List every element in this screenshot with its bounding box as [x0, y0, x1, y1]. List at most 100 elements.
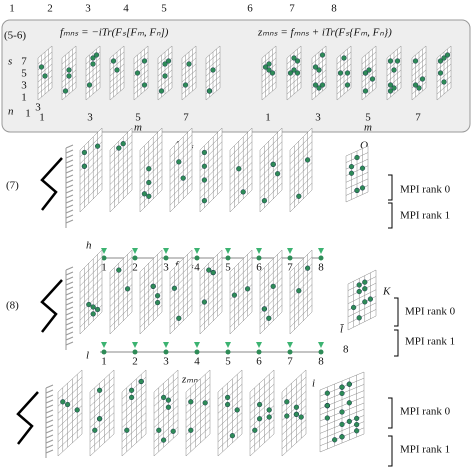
grid-line	[169, 291, 193, 314]
dot	[339, 434, 345, 440]
dot	[129, 394, 135, 401]
dot	[324, 403, 330, 409]
grid-line	[217, 412, 243, 435]
dot	[348, 170, 355, 176]
grid-line	[79, 256, 103, 280]
equation: zₘₙₛ = fₘₙₛ + iTr(Fₛ{Fₘ, Fₙ})	[257, 27, 392, 39]
axis-node	[163, 349, 169, 355]
grid-line	[229, 291, 253, 314]
grid-line	[121, 384, 147, 407]
comb-tick	[65, 311, 74, 316]
axis-node	[256, 349, 262, 355]
grid-line	[109, 148, 133, 171]
dot	[201, 299, 208, 305]
axis-label: s	[8, 56, 12, 68]
dot	[270, 283, 276, 289]
bracket	[388, 174, 393, 201]
grid-slice	[61, 45, 77, 101]
grid-line	[347, 302, 377, 318]
grid-line	[57, 412, 83, 435]
arrow	[318, 342, 324, 348]
grid-line	[361, 69, 377, 83]
grid-line	[311, 69, 327, 83]
dot	[64, 401, 71, 408]
grid-slice	[133, 45, 149, 101]
grid-line	[139, 304, 163, 328]
grid-line	[411, 69, 427, 83]
dot	[129, 387, 135, 393]
comb-tick	[45, 444, 54, 449]
grid-line	[217, 384, 243, 407]
comb-tick	[45, 399, 54, 404]
dot	[351, 304, 357, 311]
grid-line	[79, 298, 103, 321]
grid-line	[185, 419, 211, 442]
dot	[261, 198, 268, 204]
grid-line	[261, 51, 277, 65]
side-tick: 8	[343, 344, 349, 356]
grid-line	[121, 391, 147, 414]
dot	[339, 390, 345, 397]
grid-slice	[336, 45, 352, 101]
grid-line	[153, 398, 179, 421]
grid-line	[281, 426, 307, 450]
grid-line	[199, 155, 223, 178]
grid-frame	[79, 127, 103, 213]
grid-line	[249, 426, 275, 450]
comb-tick	[65, 286, 74, 291]
grid-slice	[139, 127, 163, 213]
grid-line	[261, 75, 277, 89]
dot	[110, 58, 117, 64]
grid-line	[185, 391, 211, 414]
grid-slice	[229, 127, 253, 213]
s-tick: 7	[21, 56, 27, 68]
comb-tick	[65, 331, 74, 336]
dot	[124, 427, 130, 433]
axis-node	[101, 255, 107, 261]
grid-line	[229, 263, 253, 286]
grid-line	[79, 277, 103, 300]
dot	[356, 282, 362, 288]
top-tick: 6	[247, 3, 253, 15]
dot	[284, 399, 290, 405]
n-tick: 3	[35, 102, 41, 114]
dot	[114, 67, 120, 73]
grid-line	[109, 69, 125, 83]
dot	[316, 85, 322, 91]
dot	[266, 67, 272, 73]
dot	[206, 88, 213, 94]
dot	[86, 301, 92, 308]
dot	[146, 179, 152, 186]
arrow	[163, 342, 169, 348]
grid-frame	[199, 249, 223, 335]
grid-line	[347, 289, 377, 304]
grid-slice	[199, 127, 223, 213]
grid-slice	[347, 269, 377, 331]
dot	[437, 70, 444, 76]
axis-node	[132, 255, 138, 261]
dot	[176, 159, 182, 165]
grid-line	[181, 51, 197, 65]
grid-slice	[139, 249, 163, 335]
grid-slice	[169, 127, 193, 213]
s-tick: 3	[21, 80, 27, 92]
grid-line	[259, 148, 283, 171]
grid-line	[199, 263, 223, 286]
comb-tick	[45, 419, 54, 424]
grid-line	[229, 176, 253, 199]
dot	[346, 400, 352, 406]
grid-line	[109, 162, 133, 185]
dot	[296, 193, 302, 199]
grid-line	[436, 69, 452, 83]
grid-line	[37, 63, 53, 77]
grid-line	[347, 309, 377, 324]
grid-line	[139, 155, 163, 178]
panel-label: (8)	[6, 300, 19, 312]
grid-line	[79, 291, 103, 314]
dot	[229, 433, 236, 439]
m-tick: 5	[365, 112, 371, 124]
grid-slice	[286, 45, 302, 101]
comb-tick	[65, 149, 74, 154]
axis-tick: 1	[101, 262, 107, 274]
dot	[165, 58, 172, 64]
